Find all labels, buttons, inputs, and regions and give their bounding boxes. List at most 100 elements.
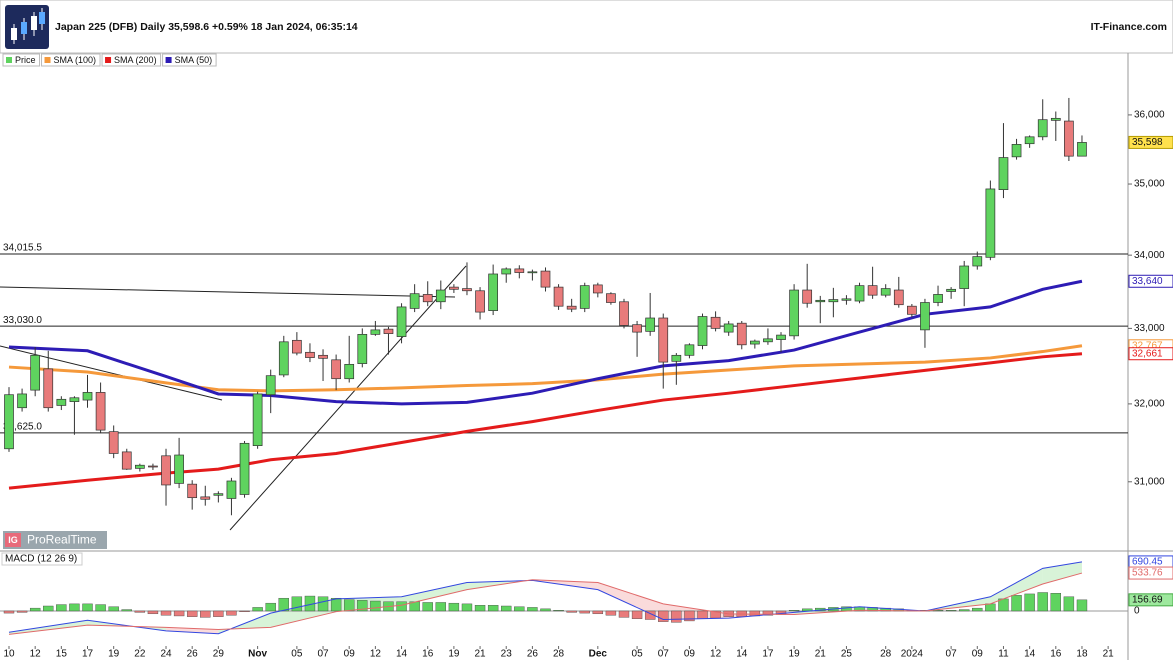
- y-tick-label: 32,000: [1134, 399, 1165, 410]
- macd-title-box: [1, 552, 83, 566]
- x-tick-label: 19: [108, 649, 120, 660]
- histogram-bar: [3, 610, 15, 614]
- candle-body: [252, 393, 263, 446]
- watermark-text: ProRealTime: [27, 533, 97, 547]
- y-tick-label: 35,000: [1134, 179, 1165, 190]
- x-tick-label: 28: [880, 649, 892, 660]
- x-tick-label: 14: [396, 649, 408, 660]
- candle-body: [592, 284, 603, 294]
- axis-tag: [1128, 135, 1173, 149]
- sma-line: [8, 279, 1083, 406]
- histogram-bar: [487, 605, 499, 612]
- candle-body: [527, 271, 538, 274]
- candle-body: [30, 354, 41, 391]
- candle-body: [161, 455, 171, 486]
- candle-body: [501, 268, 512, 275]
- macd-fill: [1042, 561, 1082, 584]
- macd-fill: [9, 620, 88, 635]
- level-label: 31,625.0: [3, 421, 42, 432]
- histogram-bar: [95, 604, 106, 612]
- header-bar: [0, 0, 1173, 54]
- candle-body: [121, 451, 132, 470]
- histogram-bar: [697, 610, 708, 619]
- histogram-bar: [579, 610, 590, 614]
- histogram-bar: [160, 610, 172, 616]
- x-tick-label: 19: [789, 649, 801, 660]
- candle-body: [383, 328, 394, 334]
- histogram-bar: [501, 605, 512, 612]
- histogram-bar: [618, 610, 630, 618]
- legend-label: Price: [15, 55, 36, 65]
- x-tick-label: 16: [422, 649, 434, 660]
- histogram-bar: [422, 602, 433, 612]
- histogram-bar: [1037, 592, 1048, 612]
- histogram-bar: [317, 596, 329, 612]
- candle-body: [514, 268, 525, 273]
- histogram-bar: [226, 610, 237, 616]
- candle-body: [566, 305, 577, 310]
- candle-body: [344, 363, 355, 380]
- axis-tag-label: 690.45: [1132, 557, 1163, 568]
- logo: [5, 5, 49, 49]
- legend-swatch: [44, 57, 51, 63]
- macd-fill: [401, 582, 467, 606]
- candle-body: [841, 298, 852, 301]
- axis-tag: [1128, 347, 1173, 361]
- x-tick-label: 07: [658, 649, 670, 660]
- level-label: 34,015.5: [3, 243, 42, 254]
- y-tick-label: 34,000: [1134, 250, 1165, 261]
- candle-body: [331, 359, 341, 380]
- histogram-bar: [252, 607, 263, 612]
- x-tick-label: Dec: [589, 649, 608, 660]
- histogram-bar: [474, 605, 486, 612]
- histogram-bar: [134, 610, 146, 613]
- histogram-bar: [972, 607, 983, 612]
- candle-body: [82, 392, 93, 401]
- histogram-bar: [1024, 593, 1035, 612]
- x-tick-label: 10: [3, 649, 15, 660]
- x-tick-label: 16: [1050, 649, 1062, 660]
- macd-line: [8, 561, 1083, 635]
- histogram-bar: [788, 610, 800, 612]
- candle-body: [553, 286, 564, 307]
- axis-tag-label: 35,598: [1132, 137, 1163, 148]
- x-tick-label: 12: [30, 649, 42, 660]
- histogram-bar: [69, 603, 80, 612]
- histogram-bar: [147, 610, 159, 615]
- candle-body: [357, 333, 368, 364]
- candle-body: [370, 329, 381, 335]
- histogram-bar: [330, 597, 342, 612]
- x-tick-label: 18: [1076, 649, 1088, 660]
- candle-body: [187, 483, 198, 499]
- candle-body: [148, 465, 158, 468]
- candle-body: [213, 493, 224, 496]
- candle-body: [828, 299, 839, 303]
- candle-body: [475, 290, 485, 313]
- macd-line: [8, 572, 1083, 635]
- candle-body: [396, 306, 407, 337]
- y-tick-label: 33,000: [1134, 323, 1165, 334]
- histogram-bar: [461, 603, 473, 612]
- histogram-bar: [291, 596, 303, 612]
- x-tick-label: 07: [946, 649, 958, 660]
- candle-body: [43, 368, 54, 409]
- histogram-bar: [540, 608, 551, 612]
- histogram-bar: [1076, 599, 1088, 612]
- candle-body: [540, 270, 551, 288]
- legend-box: [41, 53, 101, 67]
- histogram-bar: [448, 602, 460, 612]
- candle-body: [671, 354, 682, 362]
- legend-box: [2, 53, 41, 67]
- candle-body: [449, 286, 459, 290]
- candle-body: [880, 288, 891, 296]
- legend-item: SMA (100): [41, 53, 101, 67]
- candle-body: [239, 442, 250, 495]
- candle-body: [1024, 136, 1035, 145]
- histogram-bar: [16, 610, 28, 613]
- axis-tag: [1128, 566, 1173, 580]
- legend-label: SMA (200): [114, 55, 157, 65]
- x-tick-label: 05: [291, 649, 303, 660]
- candle-body: [736, 322, 747, 346]
- x-tick-label: 25: [841, 649, 853, 660]
- candle-body: [422, 294, 433, 303]
